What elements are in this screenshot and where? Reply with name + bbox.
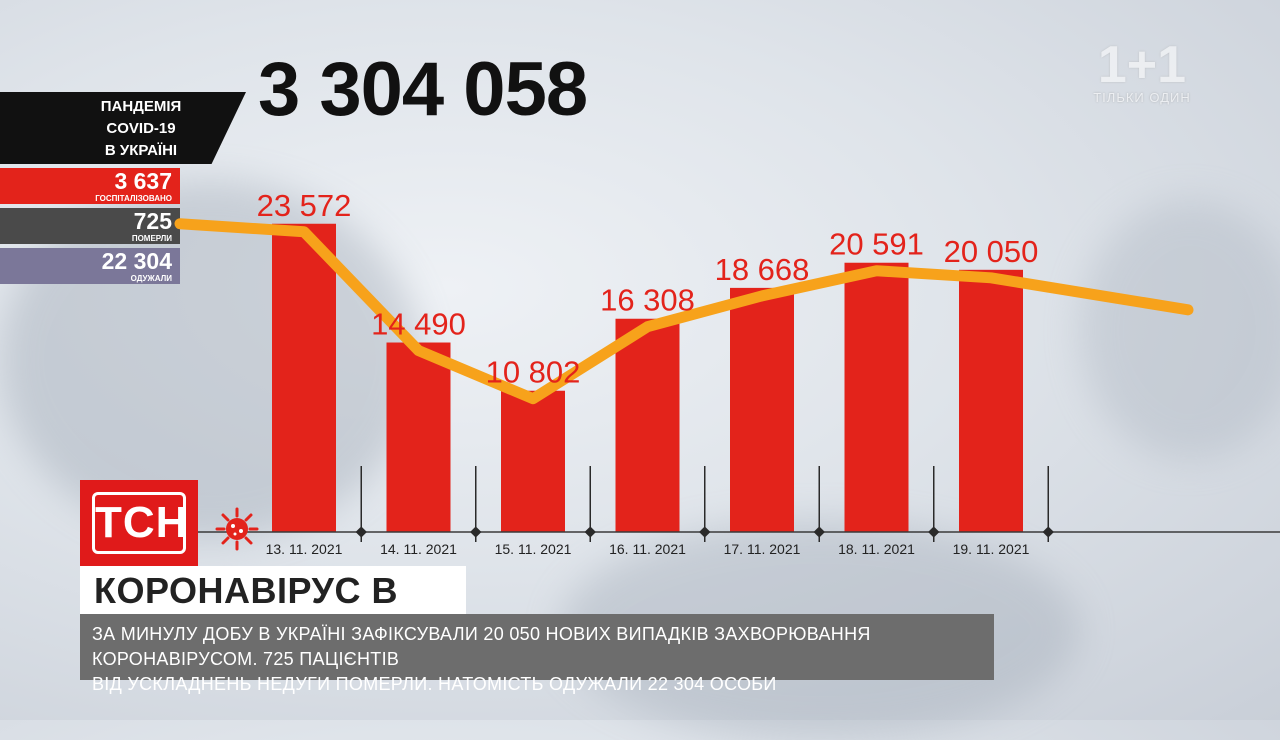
x-tick-marker <box>1042 526 1054 538</box>
trend-line <box>174 218 1194 405</box>
x-tick-marker <box>355 526 367 538</box>
tsn-logo-text: ТСН <box>92 492 187 554</box>
bar-value-label: 14 490 <box>371 307 466 342</box>
news-ticker: ЗА МИНУЛУ ДОБУ В УКРАЇНІ ЗАФІКСУВАЛИ 20 … <box>80 614 994 694</box>
x-tick-label: 13. 11. 2021 <box>266 541 343 557</box>
channel-logo: 1+1 ТІЛЬКИ ОДИН <box>1082 36 1202 110</box>
x-tick-marker <box>584 526 596 538</box>
x-tick-label: 18. 11. 2021 <box>838 541 915 557</box>
bar-6 <box>844 262 909 532</box>
deaths-label: ПОМЕРЛИ <box>131 234 172 243</box>
recovered-label: ОДУЖАЛИ <box>130 274 172 283</box>
x-tick-marker <box>928 526 940 538</box>
panel-title-line: COVID-19 <box>106 120 176 137</box>
x-tick-label: 16. 11. 2021 <box>609 541 686 557</box>
panel-title-line: В УКРАЇНІ <box>104 142 178 159</box>
ticker-line: ЗА МИНУЛУ ДОБУ В УКРАЇНІ ЗАФІКСУВАЛИ 20 … <box>92 624 871 669</box>
bar-value-label: 23 572 <box>257 188 352 223</box>
hospitalized-label: ГОСПІТАЛІЗОВАНО <box>95 194 172 203</box>
recovered-stat: 22 304 ОДУЖАЛИ <box>0 248 180 284</box>
x-tick-label: 14. 11. 2021 <box>380 541 457 557</box>
x-tick-marker <box>470 526 482 538</box>
tsn-logo: ТСН <box>80 480 198 566</box>
bar-value-label: 16 308 <box>600 283 695 318</box>
recovered-value: 22 304 <box>101 248 172 274</box>
virus-icon <box>215 507 259 551</box>
channel-logo-text: 1+1 <box>1097 36 1187 94</box>
bar-7 <box>959 269 1023 532</box>
bar-1 <box>272 223 336 532</box>
ticker-line: ВІД УСКЛАДНЕНЬ НЕДУГИ ПОМЕРЛИ. НАТОМІСТЬ… <box>92 674 777 694</box>
headline-banner: КОРОНАВІРУС В УКРАЇНІ <box>80 566 466 653</box>
panel-title-line: ПАНДЕМІЯ <box>100 98 182 115</box>
bar-value-label: 20 050 <box>944 234 1039 269</box>
bar-value-label: 20 591 <box>829 227 924 262</box>
deaths-value: 725 <box>133 208 172 234</box>
hospitalized-value: 3 637 <box>114 168 172 194</box>
hospitalized-stat: 3 637 ГОСПІТАЛІЗОВАНО <box>0 168 180 204</box>
x-tick-label: 19. 11. 2021 <box>953 541 1030 557</box>
deaths-stat: 725 ПОМЕРЛИ <box>0 208 180 244</box>
background-shape <box>1080 200 1280 460</box>
daily-cases-chart: 23 572 13. 11. 2021 14 490 14. 11. 2021 10 8… <box>174 188 1280 557</box>
bar-4 <box>615 318 680 532</box>
x-tick-marker <box>813 526 825 538</box>
bar-3 <box>501 390 565 532</box>
total-cases: 3 304 058 <box>258 47 588 132</box>
bar-2 <box>386 342 451 532</box>
x-tick-marker <box>699 526 711 538</box>
pandemic-panel-title: ПАНДЕМІЯ COVID-19 В УКРАЇНІ <box>0 92 246 164</box>
bar-value-label: 18 668 <box>715 252 810 287</box>
x-tick-label: 15. 11. 2021 <box>495 541 572 557</box>
bar-value-label: 10 802 <box>486 355 581 390</box>
channel-slogan: ТІЛЬКИ ОДИН <box>1093 90 1191 105</box>
bar-5 <box>730 287 794 532</box>
x-tick-label: 17. 11. 2021 <box>724 541 801 557</box>
